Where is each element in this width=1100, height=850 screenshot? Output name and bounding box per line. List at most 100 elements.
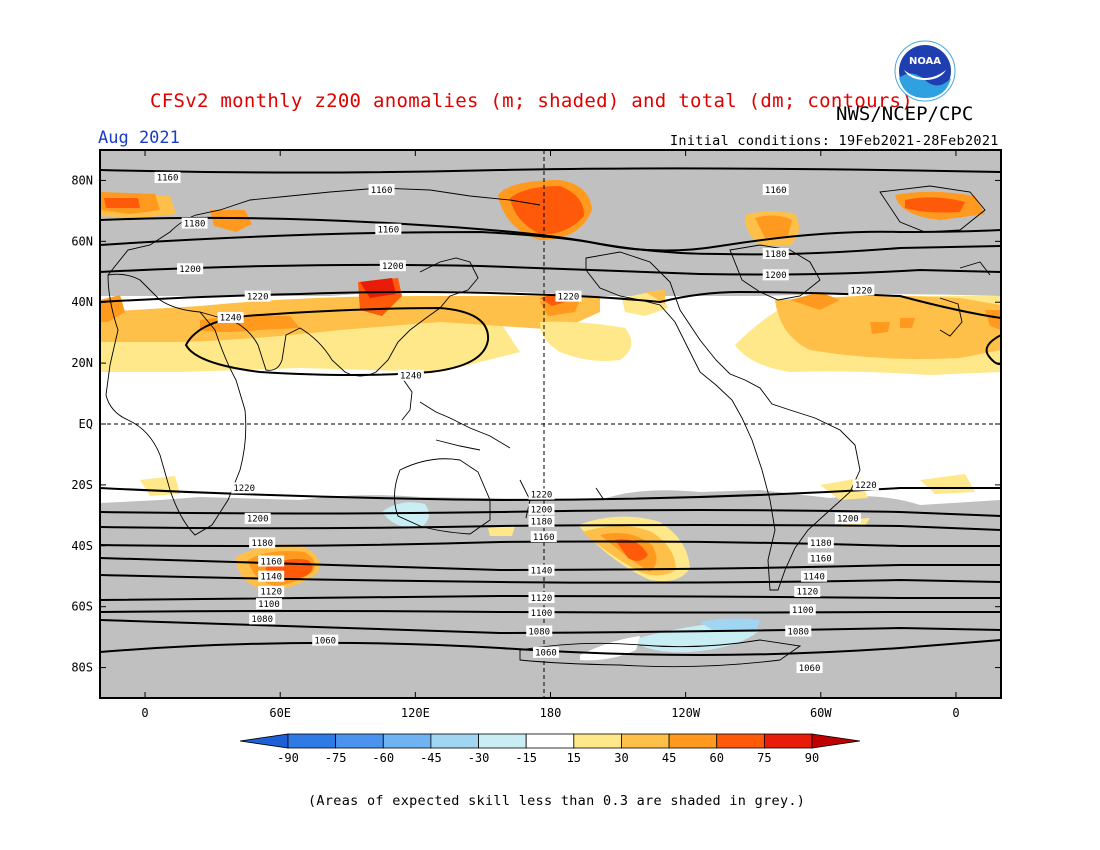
lat-tick-label: 40S: [71, 539, 93, 553]
contour-label: 1100: [531, 609, 553, 619]
contour-label: 1180: [184, 219, 206, 229]
legend-label: 30: [614, 751, 628, 765]
latitude-axis: 80N 60N 40N 20N EQ 20S 40S 60S 80S: [71, 173, 1001, 675]
eurasia-north-coast: [107, 187, 541, 276]
legend-arrow-low: [239, 733, 289, 749]
contour-label: 1200: [765, 271, 787, 281]
contour-label: 1200: [531, 506, 553, 516]
legend-label: 15: [567, 751, 581, 765]
color-legend: -90 -75 -60 -45 -30 -15 15 30 45 60 75 90: [239, 733, 861, 765]
contour-label-box: [789, 604, 816, 616]
contour-label: 1140: [260, 573, 282, 583]
contour-label: 1200: [179, 265, 201, 275]
noaa-logo: NOAA: [894, 40, 956, 102]
contour-label-box: [852, 479, 879, 491]
lat-tick-label: 60S: [71, 600, 93, 614]
contour-label-box: [801, 570, 828, 582]
contour-label-box: [834, 512, 861, 524]
contour-label-box: [217, 311, 244, 323]
contour-labels: 1160 1180 1200 1220 1240 1160 1160 1200 1220 1240…: [154, 171, 879, 674]
contour-label-box: [244, 512, 271, 524]
legend-swatch: [478, 733, 527, 749]
legend-swatch: [763, 733, 813, 749]
contour-label: 1200: [247, 515, 269, 525]
map-title: CFSv2 monthly z200 anomalies (m; shaded)…: [150, 90, 914, 112]
contour-label: 1200: [837, 515, 859, 525]
contour-label: 1100: [258, 600, 280, 610]
contour-label-box: [312, 634, 339, 646]
contour-label-box: [154, 171, 181, 183]
contour-label-box: [807, 537, 834, 549]
legend-label: 90: [805, 751, 819, 765]
contour-label: 1160: [765, 186, 787, 196]
lat-tick-label: EQ: [79, 417, 93, 431]
contour-label: 1220: [233, 484, 255, 494]
contour-label: 1080: [787, 627, 809, 637]
legend-label: -90: [277, 751, 299, 765]
contour-label-box: [762, 248, 789, 260]
contour-label: 1220: [855, 481, 877, 491]
lon-tick-label: 0: [952, 706, 959, 720]
antarctica-coast: [519, 639, 802, 668]
svg-text:NOAA: NOAA: [909, 56, 941, 67]
legend-swatch: [621, 733, 670, 749]
contour-label: 1160: [377, 225, 399, 235]
contour-label: 1060: [314, 636, 336, 646]
legend-swatch: [430, 733, 479, 749]
legend-label: 60: [710, 751, 724, 765]
contour-label: 1060: [535, 649, 557, 659]
longitude-axis: 0 60E 120E 180 120W 60W 0: [141, 150, 960, 720]
legend-label: -60: [372, 751, 394, 765]
legend-label: 45: [662, 751, 676, 765]
contour-label: 1220: [531, 490, 553, 500]
contour-label: 1220: [851, 286, 873, 296]
contour-label-box: [258, 585, 285, 597]
contour-label-box: [528, 515, 555, 527]
contour-label-box: [249, 537, 276, 549]
lon-tick-label: 120W: [671, 706, 701, 720]
contour-label-box: [258, 555, 285, 567]
contour-label: 1160: [157, 174, 179, 184]
se-asia-islands: [397, 371, 511, 451]
forecast-period: Aug 2021: [98, 128, 180, 148]
contour-label: 1060: [799, 664, 821, 674]
greenland-coast: [879, 185, 986, 233]
contour-label-box: [177, 263, 204, 275]
legend-label: -30: [468, 751, 490, 765]
contour-label: 1100: [792, 606, 814, 616]
legend-arrow-high: [811, 733, 861, 749]
contour-label: 1180: [810, 539, 832, 549]
contour-label-box: [379, 260, 406, 272]
contour-label: 1240: [220, 314, 242, 324]
contour-label-box: [528, 607, 555, 619]
lat-tick-label: 80S: [71, 661, 93, 675]
lon-tick-label: 0: [141, 706, 148, 720]
contour-label-box: [785, 625, 812, 637]
legend-swatch: [525, 733, 575, 749]
contour-label: 1180: [531, 518, 553, 528]
lat-tick-label: 20S: [71, 478, 93, 492]
contour-label-box: [368, 184, 395, 196]
contour-label-box: [528, 503, 555, 515]
contour-label: 1160: [810, 554, 832, 564]
contour-label-box: [249, 613, 276, 625]
lat-tick-label: 80N: [71, 173, 93, 187]
contour-label: 1180: [251, 539, 273, 549]
contour-label: 1120: [531, 594, 553, 604]
contour-label-box: [762, 269, 789, 281]
footnote: (Areas of expected skill less than 0.3 a…: [308, 793, 806, 809]
legend-swatch: [573, 733, 622, 749]
coastlines: [105, 185, 991, 668]
south-australia-negative-anomaly: [382, 502, 429, 529]
contour-label-box: [526, 625, 553, 637]
legend-label: -15: [515, 751, 537, 765]
contour-label: 1140: [531, 566, 553, 576]
contour-label-box: [258, 570, 285, 582]
lon-tick-label: 60E: [269, 706, 291, 720]
lat-tick-label: 20N: [71, 356, 93, 370]
lat-tick-label: 60N: [71, 234, 93, 248]
contour-label-box: [762, 184, 789, 196]
contour-label-box: [555, 290, 582, 302]
contour-label-box: [244, 290, 271, 302]
